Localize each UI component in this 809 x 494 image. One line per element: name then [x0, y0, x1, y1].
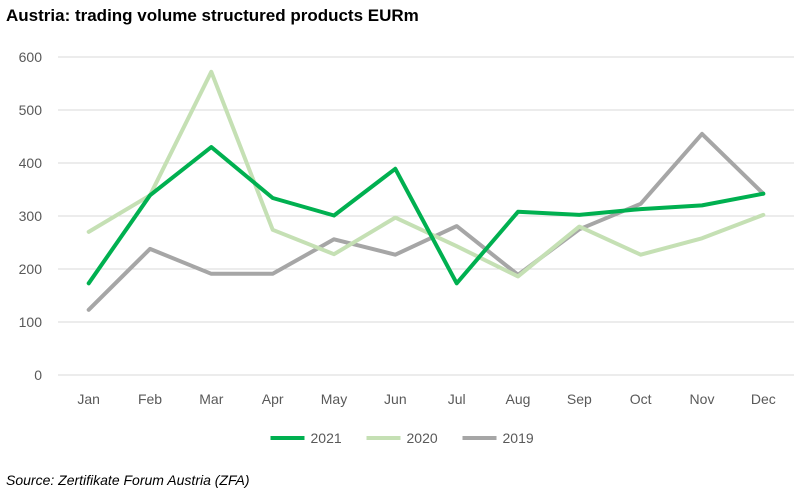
x-tick-label: Jul — [448, 391, 466, 407]
legend-item-2019: 2019 — [462, 430, 534, 446]
x-tick-label: Oct — [630, 391, 652, 407]
y-tick-label: 600 — [19, 49, 43, 65]
chart-title: Austria: trading volume structured produ… — [6, 6, 419, 25]
legend-label: 2021 — [311, 430, 342, 446]
x-tick-label: Mar — [199, 391, 223, 407]
x-tick-label: Jun — [384, 391, 407, 407]
y-tick-label: 400 — [19, 155, 43, 171]
y-tick-label: 500 — [19, 102, 43, 118]
y-axis-ticks: 0 100 200 300 400 500 600 — [19, 49, 43, 383]
y-tick-label: 0 — [34, 367, 42, 383]
x-axis-categories: Jan Feb Mar Apr May Jun Jul Aug Sep Oct Nov Dec — [77, 391, 775, 407]
y-tick-label: 100 — [19, 314, 43, 330]
legend-label: 2019 — [503, 430, 534, 446]
x-tick-label: Aug — [506, 391, 531, 407]
source-note: Source: Zertifikate Forum Austria (ZFA) — [6, 472, 250, 488]
series-line-2020 — [86, 69, 766, 279]
x-tick-label: Sep — [567, 391, 592, 407]
y-tick-label: 300 — [19, 208, 43, 224]
x-tick-label: Apr — [262, 391, 284, 407]
x-tick-label: Dec — [751, 391, 776, 407]
y-tick-label: 200 — [19, 261, 43, 277]
legend-item-2021: 2021 — [270, 430, 342, 446]
series-line-2021 — [86, 145, 766, 286]
x-tick-label: Nov — [690, 391, 715, 407]
legend-item-2020: 2020 — [366, 430, 438, 446]
gridlines — [58, 56, 794, 376]
x-tick-label: Jan — [77, 391, 100, 407]
x-tick-label: May — [321, 391, 347, 407]
legend-label: 2020 — [407, 430, 438, 446]
legend: 2021 2020 2019 — [270, 430, 534, 446]
series-lines — [86, 69, 766, 312]
series-line-2019 — [86, 131, 766, 312]
x-tick-label: Feb — [138, 391, 162, 407]
